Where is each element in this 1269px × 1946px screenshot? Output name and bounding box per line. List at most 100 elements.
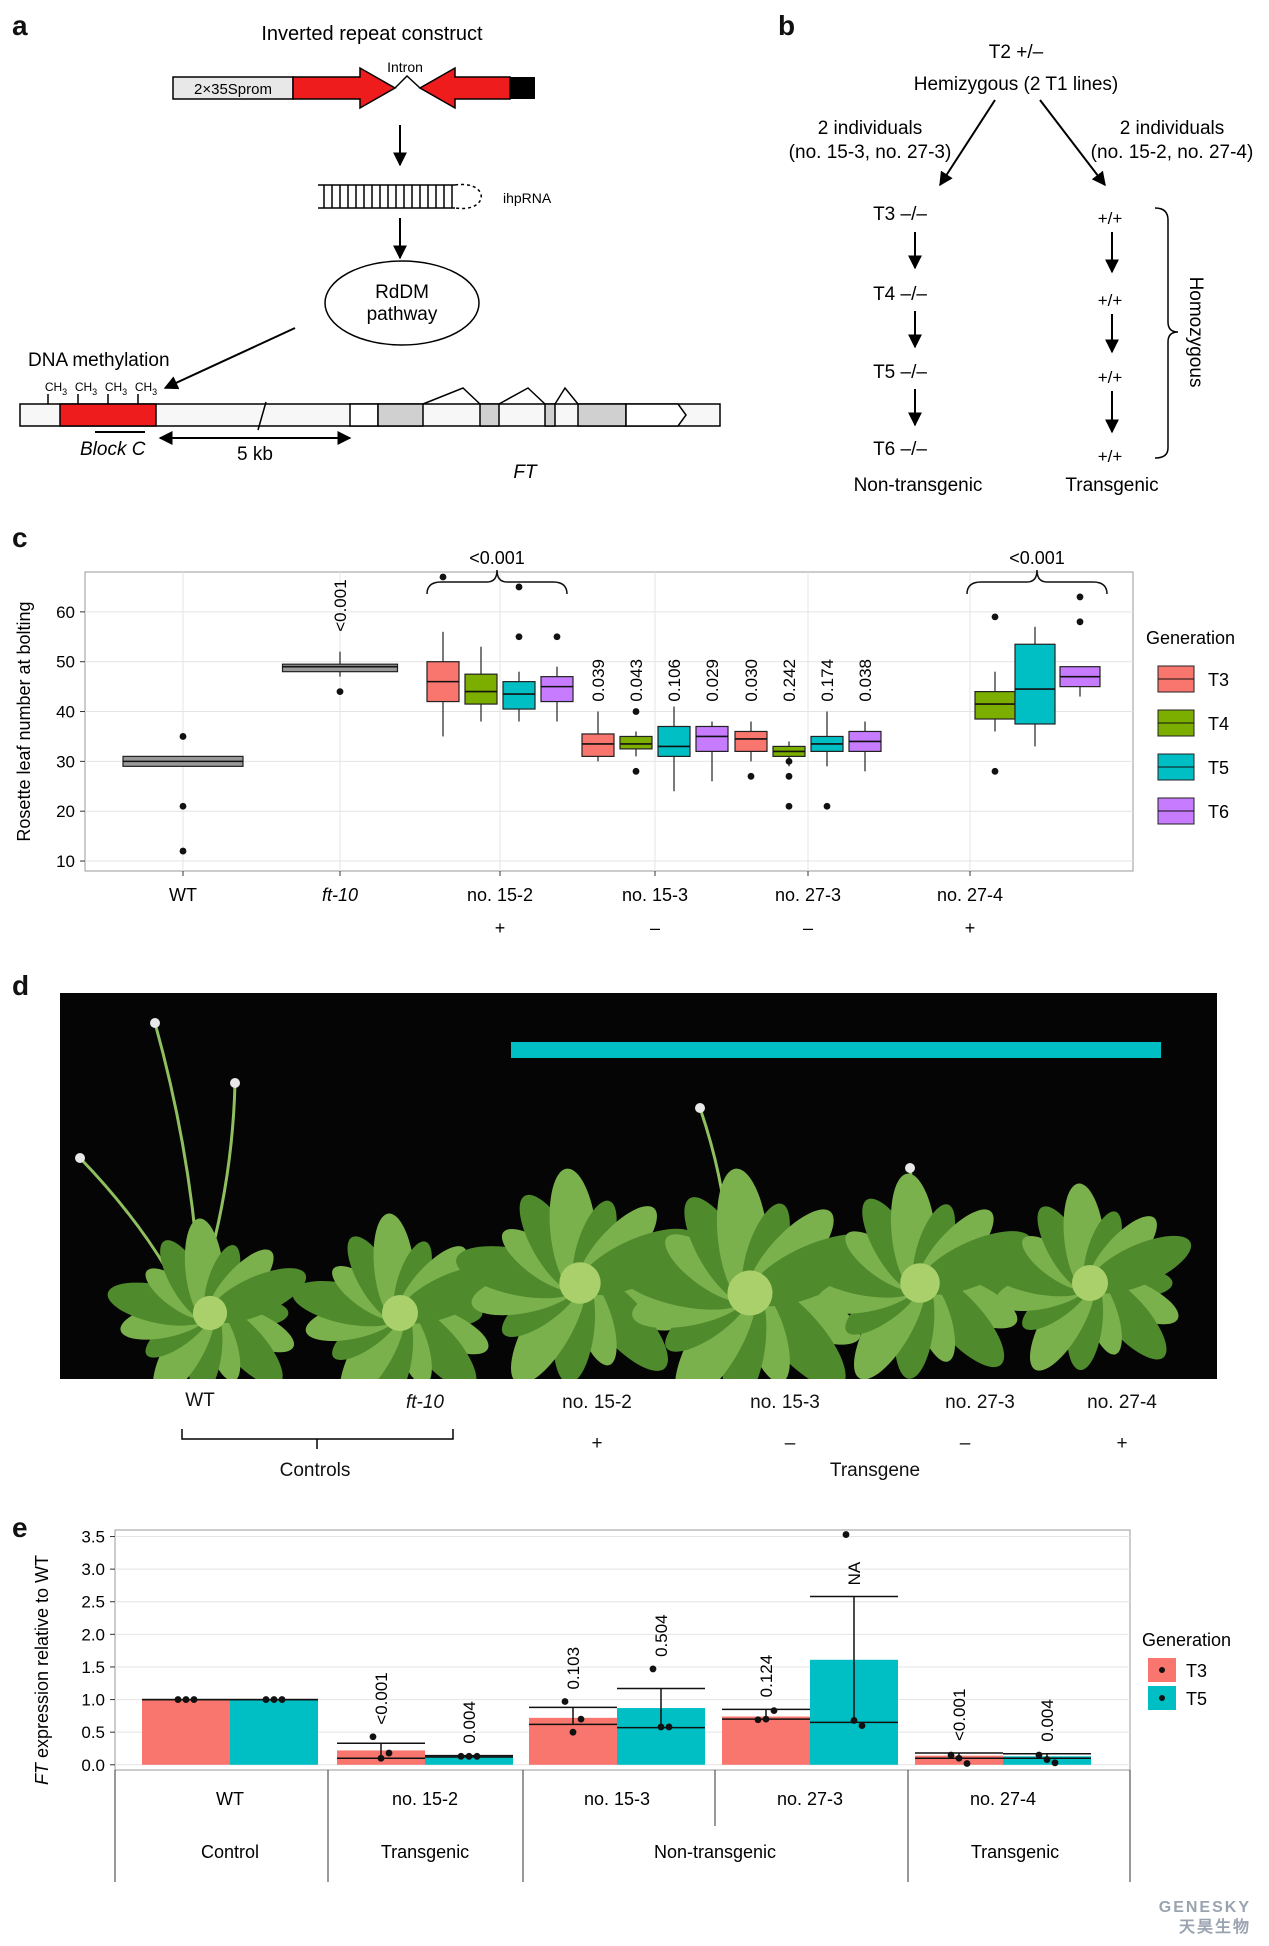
rosette-15-3 — [615, 1168, 877, 1379]
box-t6 — [540, 676, 574, 703]
outlier-point — [439, 573, 447, 581]
p-value-label: 0.242 — [780, 659, 799, 702]
p-value-label: 0.030 — [742, 659, 761, 702]
legend-title: Generation — [1142, 1630, 1231, 1650]
x-tick-label: WT — [216, 1789, 244, 1809]
d-sign-15-2: + — [591, 1433, 603, 1454]
watermark-line1: GENESKY — [1158, 1899, 1251, 1916]
legend-dot — [1159, 1695, 1165, 1701]
data-point — [457, 1752, 465, 1760]
outlier-point — [632, 767, 640, 775]
p-value-label: 0.004 — [460, 1701, 479, 1744]
x-sign-label: + — [495, 918, 506, 938]
rosette-center — [559, 1262, 601, 1304]
d-label-27-4: no. 27-4 — [1087, 1392, 1157, 1413]
b-right-branch-line1: 2 individuals — [1120, 118, 1225, 139]
outlier-point — [515, 583, 523, 591]
d-transgene-label: Transgene — [829, 1460, 921, 1481]
rosette-center — [192, 1295, 228, 1331]
b-left-branch-line2: (no. 15-3, no. 27-3) — [789, 142, 952, 163]
methyl-group-label: CH3 — [105, 380, 127, 397]
b-right-gen-t5: +/+ — [1098, 368, 1123, 387]
outlier-point — [991, 613, 999, 621]
reverse-arrow — [418, 66, 511, 110]
y-tick-label: 3.0 — [81, 1560, 105, 1579]
plant-photo-illustration — [75, 1018, 1192, 1379]
y-tick-label: 20 — [56, 802, 75, 821]
x-tick-label: no. 27-3 — [775, 885, 841, 905]
data-point — [947, 1751, 955, 1759]
flower-cluster — [695, 1103, 705, 1113]
data-point — [963, 1760, 971, 1767]
y-tick-label: 60 — [56, 603, 75, 622]
construct-title: Inverted repeat construct — [261, 23, 483, 45]
y-tick-label: 3.5 — [81, 1528, 105, 1547]
rosette-27-4 — [982, 1183, 1192, 1371]
legend-label-t6: T6 — [1208, 802, 1229, 822]
panel-e-barchart: 0.0 0.5 1.0 1.5 2.0 2.5 3.0 3.5 FT expression re… — [32, 1528, 1231, 1882]
group-label: Transgenic — [381, 1842, 469, 1862]
data-point — [465, 1752, 473, 1760]
b-top-line1: T2 +/– — [989, 42, 1044, 63]
box-t3 — [734, 730, 768, 752]
outlier-point — [823, 802, 831, 810]
y-tick-label: 1.5 — [81, 1658, 105, 1677]
p-value-label: 0.504 — [652, 1614, 671, 1657]
rosette-center — [900, 1263, 940, 1303]
data-point — [1051, 1759, 1059, 1767]
b-left-gen-t6: T6 –/– — [873, 439, 927, 460]
data-point — [955, 1754, 963, 1762]
bracket-p-label: <0.001 — [469, 548, 525, 568]
x-tick-label: no. 27-4 — [970, 1789, 1036, 1809]
significance-bracket — [426, 569, 568, 595]
gene-label: FT — [513, 462, 538, 483]
homozygous-bracket — [1154, 207, 1179, 459]
b-left-gen-t3: T3 –/– — [873, 204, 927, 225]
data-point — [182, 1696, 190, 1703]
box-t3 — [581, 733, 615, 757]
group-label: Control — [201, 1842, 259, 1862]
methyl-groups: CH3 CH3 CH3 CH3 — [45, 380, 157, 404]
p-value-label: 0.004 — [1038, 1699, 1057, 1742]
y-tick-label: 0.5 — [81, 1723, 105, 1742]
p-value-label: 0.038 — [856, 659, 875, 702]
y-axis-title: Rosette leaf number at bolting — [14, 601, 34, 841]
legend-dot — [1159, 1667, 1165, 1673]
x-tick-label: no. 15-3 — [584, 1789, 650, 1809]
b-right-gen-t3: +/+ — [1098, 209, 1123, 228]
promoter-label: 2×35Sprom — [194, 81, 272, 98]
panel-letter-c: c — [12, 522, 28, 553]
legend-label-t5: T5 — [1208, 758, 1229, 778]
box-t5 — [1014, 643, 1056, 725]
d-controls-label: Controls — [279, 1460, 351, 1481]
significance-bracket — [966, 569, 1108, 595]
b-right-branch-arrow — [1039, 99, 1106, 187]
y-tick-label: 50 — [56, 653, 75, 672]
leaf — [919, 1231, 1032, 1295]
bar-t5 — [425, 1756, 513, 1765]
outlier-point — [785, 802, 793, 810]
y-tick-label: 30 — [56, 752, 75, 771]
p-value-label: 0.103 — [564, 1647, 583, 1690]
data-point — [754, 1716, 762, 1724]
rosette-27-3 — [801, 1173, 1032, 1379]
dna-methylation-label: DNA methylation — [28, 350, 170, 371]
data-point — [369, 1733, 377, 1741]
bar-t3 — [142, 1699, 230, 1765]
x-tick-label: no. 27-3 — [777, 1789, 843, 1809]
box-t5 — [502, 681, 536, 710]
data-point — [649, 1665, 657, 1673]
data-point — [842, 1531, 850, 1538]
legend-label-t4: T4 — [1208, 714, 1229, 734]
p-value-label: NA — [845, 1561, 864, 1585]
x-sign-label: – — [803, 918, 813, 938]
data-point — [657, 1723, 665, 1731]
b-top-line2: Hemizygous (2 T1 lines) — [914, 74, 1119, 95]
gene-model — [19, 386, 721, 431]
block-c-label: Block C — [80, 439, 146, 460]
data-point — [473, 1752, 481, 1760]
panel-b-diagram: T2 +/– Hemizygous (2 T1 lines) 2 individ… — [789, 42, 1254, 496]
panel-letter-a: a — [12, 10, 28, 41]
x-sign-label: + — [965, 918, 976, 938]
outlier-point — [785, 757, 793, 765]
